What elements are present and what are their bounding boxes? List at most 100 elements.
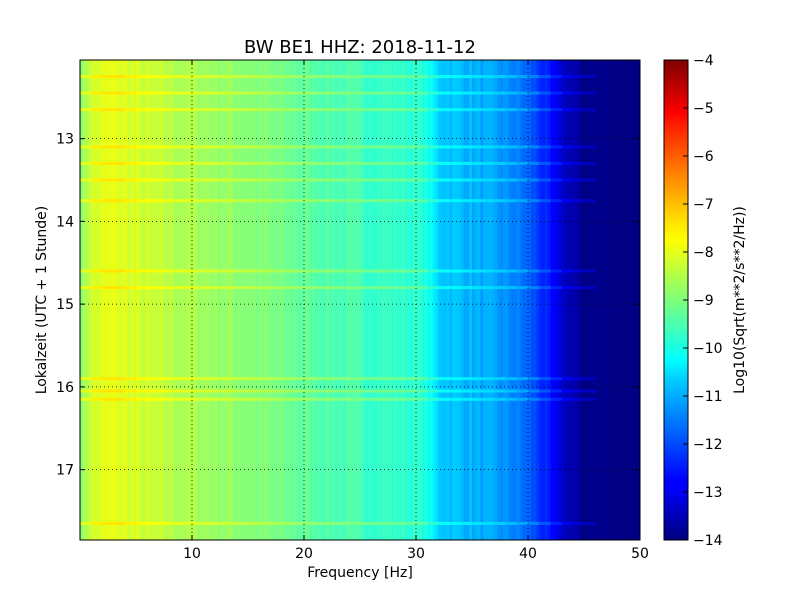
spectrogram-band — [505, 91, 518, 95]
spectrogram-column — [150, 60, 154, 540]
spectrogram-band — [124, 521, 137, 525]
spectrogram-band — [270, 178, 283, 182]
spectrogram-column — [550, 60, 554, 540]
spectrogram-band — [304, 199, 316, 203]
spectrogram-band — [281, 178, 294, 182]
spectrogram-band — [528, 397, 540, 401]
spectrogram-column — [116, 60, 120, 540]
spectrogram-band — [158, 389, 171, 393]
spectrogram-band — [225, 91, 238, 95]
spectrogram-band — [572, 91, 585, 95]
spectrogram-band — [371, 178, 383, 182]
spectrogram-band — [494, 161, 507, 165]
spectrogram-band — [494, 397, 507, 401]
spectrogram-band — [550, 75, 563, 79]
spectrogram-band — [259, 286, 271, 290]
spectrogram-band — [360, 269, 372, 273]
spectrogram-column — [105, 60, 109, 540]
spectrogram-band — [449, 199, 462, 203]
spectrogram-band — [505, 397, 518, 401]
spectrogram-band — [281, 199, 294, 203]
spectrogram-column — [528, 60, 532, 540]
spectrogram-band — [460, 377, 473, 381]
spectrogram-column — [466, 60, 470, 540]
chart-title: BW BE1 HHZ: 2018-11-12 — [244, 37, 476, 58]
spectrogram-band — [91, 377, 103, 381]
spectrogram-column — [259, 60, 263, 540]
x-tick-label: 10 — [183, 546, 201, 562]
spectrogram-band — [460, 521, 473, 525]
spectrogram-band — [393, 178, 406, 182]
spectrogram-band — [460, 161, 473, 165]
y-axis-ticks: 13 14 15 16 17 — [56, 132, 640, 479]
spectrogram-band — [270, 397, 283, 401]
colorbar-tick-label: −11 — [693, 389, 723, 405]
spectrogram-band — [371, 161, 383, 165]
spectrogram-band — [214, 199, 227, 203]
spectrogram-band — [337, 199, 350, 203]
spectrogram-band — [281, 161, 294, 165]
spectrogram-column — [623, 60, 627, 540]
spectrogram-band — [304, 91, 316, 95]
spectrogram-column — [609, 60, 613, 540]
x-tick-label: 40 — [519, 546, 537, 562]
spectrogram-band — [225, 269, 238, 273]
spectrogram-column — [469, 60, 473, 540]
spectrogram-column — [164, 60, 168, 540]
spectrogram-band — [113, 269, 126, 273]
spectrogram-band — [91, 521, 103, 525]
spectrogram-band — [203, 108, 215, 112]
spectrogram-column — [592, 60, 596, 540]
spectrogram-column — [189, 60, 193, 540]
spectrogram-band — [393, 91, 406, 95]
spectrogram-band — [505, 377, 518, 381]
spectrogram-column — [334, 60, 339, 540]
spectrogram-band — [539, 389, 551, 393]
spectrogram-band — [292, 75, 305, 79]
spectrogram-column — [606, 60, 610, 540]
spectrogram-column — [270, 60, 274, 540]
spectrogram-band — [147, 178, 159, 182]
spectrogram-band — [483, 145, 495, 149]
spectrogram-column — [119, 60, 123, 540]
spectrogram-band — [449, 397, 462, 401]
spectrogram-band — [124, 389, 137, 393]
spectrogram-column — [617, 60, 621, 540]
spectrogram-band — [304, 108, 316, 112]
spectrogram-band — [561, 145, 574, 149]
spectrogram-column — [494, 60, 498, 540]
colorbar: −4 −5 −6 −7 −8 −9 −10 −11 −12 −13 −14 Log10(Sqrt(m… — [663, 53, 748, 549]
spectrogram-band — [214, 145, 227, 149]
spectrogram-band — [259, 199, 271, 203]
spectrogram-band — [427, 199, 439, 203]
spectrogram-band — [80, 178, 92, 182]
spectrogram-column — [379, 60, 383, 540]
spectrogram-band — [516, 91, 529, 95]
spectrogram-band — [259, 108, 271, 112]
spectrogram-band — [315, 178, 327, 182]
spectrogram-column — [124, 60, 129, 540]
spectrogram-band — [382, 178, 395, 182]
spectrogram-band — [516, 161, 529, 165]
spectrogram-band — [572, 75, 585, 79]
spectrogram-band — [326, 161, 339, 165]
spectrogram-band — [124, 178, 137, 182]
spectrogram-column — [553, 60, 557, 540]
spectrogram-column — [404, 60, 409, 540]
spectrogram-column — [603, 60, 607, 540]
spectrogram-band — [371, 75, 383, 79]
spectrogram-band — [259, 389, 271, 393]
spectrogram-column — [130, 60, 134, 540]
spectrogram-band — [113, 377, 126, 381]
spectrogram-band — [292, 397, 305, 401]
spectrogram-band — [561, 286, 574, 290]
spectrogram-band — [460, 75, 473, 79]
spectrogram-band — [449, 75, 462, 79]
spectrogram-column — [407, 60, 411, 540]
spectrogram-band — [180, 286, 193, 290]
spectrogram-band — [292, 199, 305, 203]
spectrogram-band — [404, 269, 417, 273]
spectrogram-band — [494, 521, 507, 525]
spectrogram-column — [432, 60, 437, 540]
spectrogram-column — [110, 60, 115, 540]
